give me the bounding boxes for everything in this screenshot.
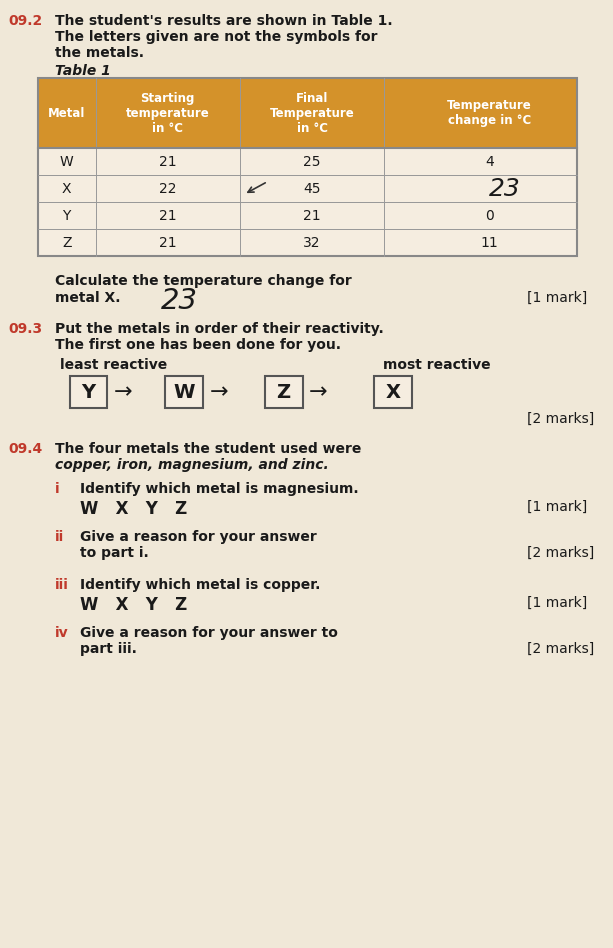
- Text: Final
Temperature
in °C: Final Temperature in °C: [270, 92, 354, 135]
- Text: most reactive: most reactive: [383, 358, 491, 372]
- Text: 4: 4: [485, 155, 494, 169]
- Text: 09.4: 09.4: [8, 442, 42, 456]
- Text: Temperature
change in °C: Temperature change in °C: [447, 99, 532, 127]
- Text: Identify which metal is copper.: Identify which metal is copper.: [80, 578, 320, 592]
- Text: Z: Z: [276, 382, 291, 402]
- Text: Calculate the temperature change for: Calculate the temperature change for: [55, 274, 351, 288]
- Text: 25: 25: [303, 155, 321, 169]
- Text: [2 marks]: [2 marks]: [527, 642, 595, 656]
- Text: X: X: [62, 181, 72, 195]
- FancyBboxPatch shape: [38, 229, 577, 256]
- Text: X: X: [386, 382, 401, 402]
- Text: part iii.: part iii.: [80, 642, 137, 656]
- Text: [2 marks]: [2 marks]: [527, 546, 595, 560]
- FancyBboxPatch shape: [374, 376, 412, 408]
- Text: W   X   Y   Z: W X Y Z: [80, 596, 187, 614]
- FancyBboxPatch shape: [38, 175, 577, 202]
- Text: [1 mark]: [1 mark]: [527, 291, 588, 305]
- Text: The four metals the student used were: The four metals the student used were: [55, 442, 361, 456]
- FancyBboxPatch shape: [70, 376, 107, 408]
- Text: W: W: [173, 382, 195, 402]
- Text: Give a reason for your answer to: Give a reason for your answer to: [80, 626, 338, 640]
- Text: Z: Z: [62, 235, 72, 249]
- Text: Give a reason for your answer: Give a reason for your answer: [80, 530, 316, 544]
- Text: [2 marks]: [2 marks]: [527, 412, 595, 426]
- Text: 32: 32: [303, 235, 321, 249]
- Text: →: →: [210, 382, 228, 402]
- Text: the metals.: the metals.: [55, 46, 143, 60]
- Text: Y: Y: [63, 209, 71, 223]
- FancyBboxPatch shape: [38, 202, 577, 229]
- Text: [1 mark]: [1 mark]: [527, 596, 588, 610]
- Text: →: →: [309, 382, 328, 402]
- Text: i: i: [55, 482, 59, 496]
- Text: 23: 23: [161, 287, 198, 315]
- FancyBboxPatch shape: [38, 148, 577, 175]
- Text: The letters given are not the symbols for: The letters given are not the symbols fo…: [55, 30, 377, 44]
- Text: Put the metals in order of their reactivity.: Put the metals in order of their reactiv…: [55, 322, 384, 336]
- Text: 45: 45: [303, 181, 321, 195]
- Text: ii: ii: [55, 530, 64, 544]
- Text: Table 1: Table 1: [55, 64, 110, 78]
- Text: The first one has been done for you.: The first one has been done for you.: [55, 338, 341, 352]
- Text: 21: 21: [303, 209, 321, 223]
- Text: 09.2: 09.2: [8, 14, 42, 28]
- Text: to part i.: to part i.: [80, 546, 148, 560]
- Text: iii: iii: [55, 578, 69, 592]
- Text: Metal: Metal: [48, 106, 85, 119]
- Text: 21: 21: [159, 235, 177, 249]
- Text: W: W: [60, 155, 74, 169]
- Text: 23: 23: [489, 176, 520, 200]
- Text: →: →: [114, 382, 133, 402]
- Text: 21: 21: [159, 155, 177, 169]
- Text: Starting
temperature
in °C: Starting temperature in °C: [126, 92, 210, 135]
- Text: metal X.: metal X.: [55, 291, 120, 305]
- FancyBboxPatch shape: [166, 376, 203, 408]
- Text: Y: Y: [82, 382, 96, 402]
- Text: 09.3: 09.3: [8, 322, 42, 336]
- FancyBboxPatch shape: [38, 78, 577, 148]
- Text: 22: 22: [159, 181, 177, 195]
- Text: 21: 21: [159, 209, 177, 223]
- Text: [1 mark]: [1 mark]: [527, 500, 588, 514]
- Text: 0: 0: [485, 209, 494, 223]
- Text: least reactive: least reactive: [59, 358, 167, 372]
- Text: 11: 11: [481, 235, 498, 249]
- Text: Identify which metal is magnesium.: Identify which metal is magnesium.: [80, 482, 358, 496]
- Text: W   X   Y   Z: W X Y Z: [80, 500, 187, 518]
- FancyBboxPatch shape: [265, 376, 303, 408]
- Text: The student's results are shown in Table 1.: The student's results are shown in Table…: [55, 14, 392, 28]
- Text: iv: iv: [55, 626, 69, 640]
- Text: copper, iron, magnesium, and zinc.: copper, iron, magnesium, and zinc.: [55, 458, 329, 472]
